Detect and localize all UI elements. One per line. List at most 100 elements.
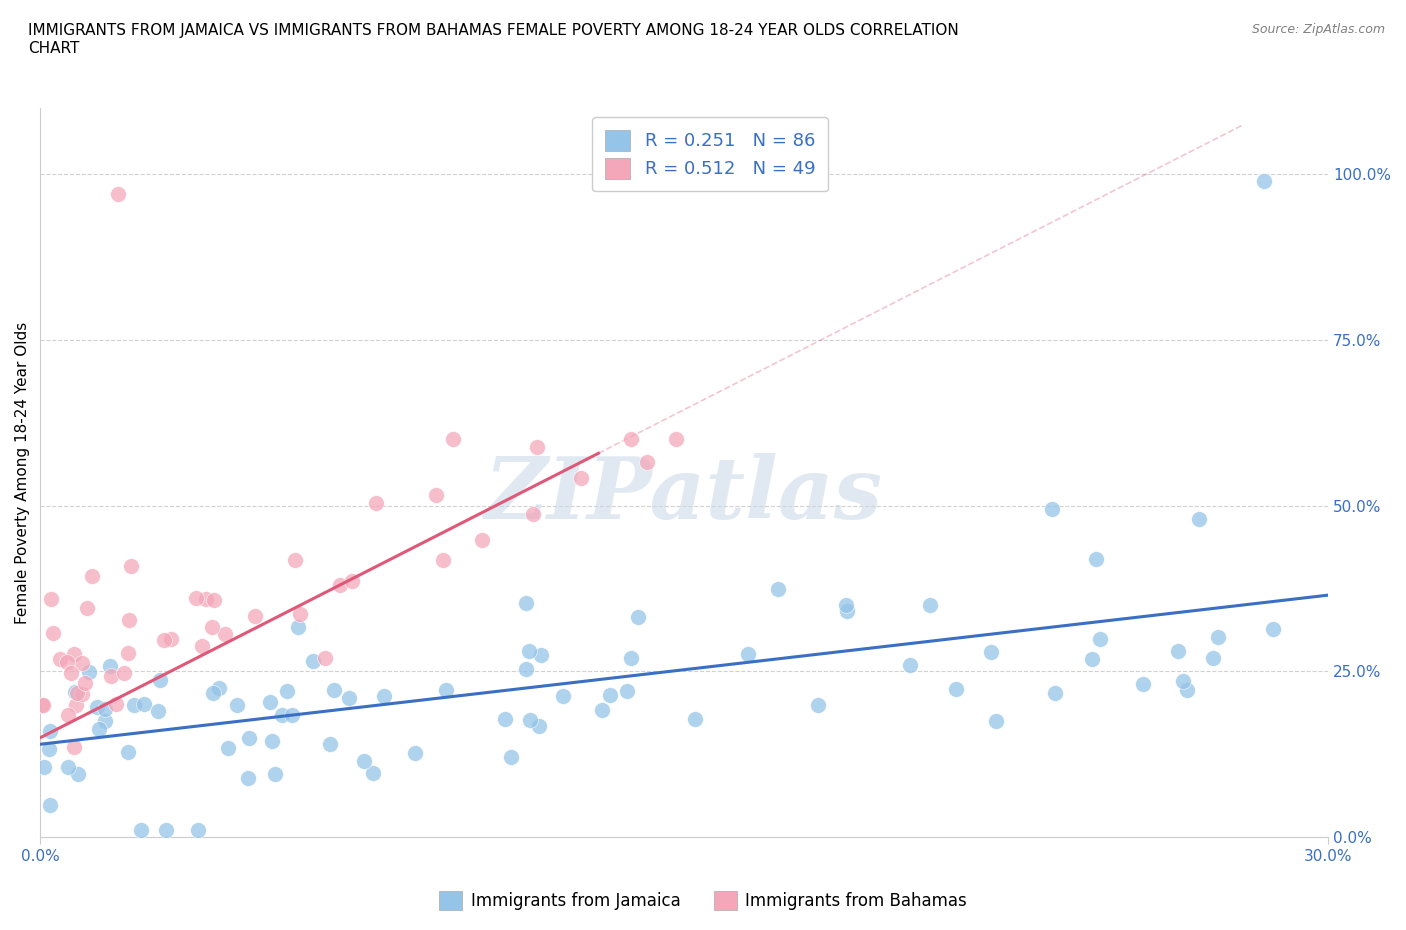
Point xyxy=(807,698,830,712)
Point xyxy=(1253,174,1275,189)
Point xyxy=(361,765,384,780)
Point xyxy=(353,753,375,768)
Point xyxy=(1132,676,1154,691)
Point xyxy=(187,823,209,838)
Point xyxy=(980,644,1002,659)
Text: ZIPatlas: ZIPatlas xyxy=(485,453,883,536)
Point xyxy=(117,745,139,760)
Point xyxy=(434,683,457,698)
Point xyxy=(553,688,575,703)
Point xyxy=(288,607,311,622)
Point xyxy=(1188,512,1211,526)
Legend: Immigrants from Jamaica, Immigrants from Bahamas: Immigrants from Jamaica, Immigrants from… xyxy=(432,884,974,917)
Point xyxy=(373,688,395,703)
Point xyxy=(432,552,454,567)
Point xyxy=(32,698,55,712)
Point xyxy=(340,574,363,589)
Point xyxy=(329,578,352,592)
Point xyxy=(194,591,217,606)
Point xyxy=(314,650,336,665)
Point xyxy=(118,612,141,627)
Point xyxy=(201,619,224,634)
Point xyxy=(599,687,621,702)
Point xyxy=(117,646,139,661)
Point xyxy=(146,703,169,718)
Point xyxy=(207,681,229,696)
Legend: R = 0.251   N = 86, R = 0.512   N = 49: R = 0.251 N = 86, R = 0.512 N = 49 xyxy=(592,117,828,192)
Point xyxy=(494,711,516,726)
Point xyxy=(530,647,553,662)
Point xyxy=(405,746,427,761)
Point xyxy=(55,654,77,669)
Point xyxy=(620,432,643,446)
Point xyxy=(898,658,921,672)
Point xyxy=(443,432,465,446)
Point xyxy=(202,592,225,607)
Point xyxy=(236,771,259,786)
Point xyxy=(153,632,176,647)
Point xyxy=(86,699,108,714)
Point xyxy=(263,766,285,781)
Point xyxy=(70,687,93,702)
Point xyxy=(149,672,172,687)
Point xyxy=(49,652,72,667)
Point xyxy=(425,487,447,502)
Point xyxy=(1171,673,1194,688)
Point xyxy=(636,455,658,470)
Point xyxy=(835,604,858,618)
Point xyxy=(1175,683,1198,698)
Point xyxy=(591,702,613,717)
Point xyxy=(945,682,967,697)
Point xyxy=(39,797,62,812)
Point xyxy=(184,591,207,605)
Point xyxy=(665,432,688,446)
Point xyxy=(1085,551,1108,566)
Point xyxy=(1167,644,1189,658)
Point xyxy=(202,685,225,700)
Point xyxy=(515,596,537,611)
Point xyxy=(627,609,650,624)
Point xyxy=(39,591,62,606)
Point xyxy=(737,646,759,661)
Point xyxy=(287,620,309,635)
Point xyxy=(1040,501,1063,516)
Point xyxy=(214,626,236,641)
Point xyxy=(98,658,121,673)
Point xyxy=(80,568,103,583)
Text: Source: ZipAtlas.com: Source: ZipAtlas.com xyxy=(1251,23,1385,36)
Point xyxy=(323,683,346,698)
Point xyxy=(499,750,522,764)
Point xyxy=(243,608,266,623)
Point xyxy=(270,708,292,723)
Point xyxy=(1206,630,1229,644)
Point xyxy=(122,698,145,712)
Point xyxy=(66,767,89,782)
Point xyxy=(471,533,494,548)
Point xyxy=(238,730,260,745)
Point xyxy=(515,662,537,677)
Point xyxy=(616,684,638,698)
Point xyxy=(217,740,239,755)
Y-axis label: Female Poverty Among 18-24 Year Olds: Female Poverty Among 18-24 Year Olds xyxy=(15,322,30,624)
Point xyxy=(1081,652,1104,667)
Point xyxy=(526,440,548,455)
Point xyxy=(87,721,110,736)
Point xyxy=(42,626,65,641)
Point xyxy=(76,601,98,616)
Point xyxy=(918,598,941,613)
Point xyxy=(38,741,60,756)
Point xyxy=(683,711,706,726)
Point xyxy=(225,698,247,712)
Point xyxy=(60,666,83,681)
Point xyxy=(301,654,323,669)
Point xyxy=(62,739,84,754)
Point xyxy=(1202,651,1225,666)
Point xyxy=(132,697,155,711)
Point xyxy=(160,631,183,646)
Point xyxy=(517,644,540,658)
Point xyxy=(65,698,87,712)
Point xyxy=(63,684,86,699)
Point xyxy=(984,713,1007,728)
Point xyxy=(1261,622,1284,637)
Text: IMMIGRANTS FROM JAMAICA VS IMMIGRANTS FROM BAHAMAS FEMALE POVERTY AMONG 18-24 YE: IMMIGRANTS FROM JAMAICA VS IMMIGRANTS FR… xyxy=(28,23,959,56)
